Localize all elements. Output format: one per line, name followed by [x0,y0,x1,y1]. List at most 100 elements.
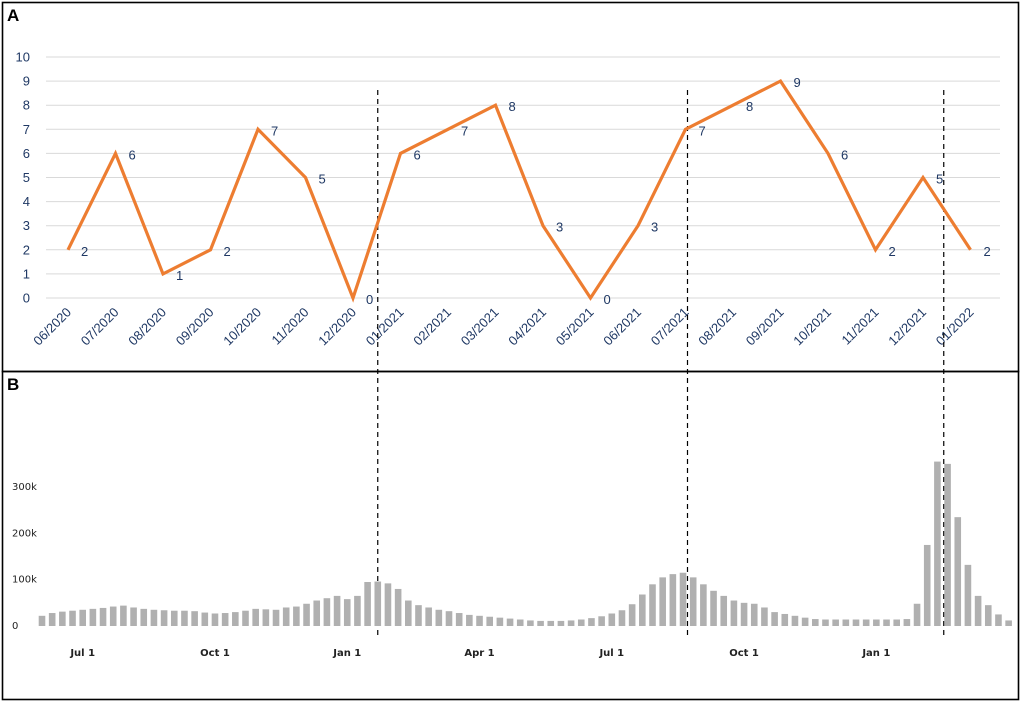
bar [598,616,605,626]
x-tick-label: 08/2020 [125,305,169,349]
x-tick-label: Oct 1 [200,648,230,659]
bar [740,602,748,626]
y-tick-label: 2 [23,242,30,257]
bar [303,603,310,626]
y-tick-label: 1 [23,266,30,281]
x-tick-label: 05/2021 [553,305,597,349]
x-tick-label: 04/2021 [505,305,549,349]
bar [211,613,219,626]
bar [466,614,473,626]
bar [486,616,493,626]
y-tick-label: 300k [12,482,37,493]
bar [750,603,758,626]
bar [109,606,117,626]
line-series [66,79,972,303]
y-tick-label: 6 [23,146,30,161]
bar [506,618,514,626]
bar [191,611,198,626]
bar [140,608,148,626]
bar [323,598,331,626]
bar [974,595,982,626]
data-label: 7 [461,123,468,138]
bar [669,574,677,626]
bar [649,584,656,626]
bar [252,608,259,626]
data-label: 8 [509,99,516,114]
x-tick-label: 02/2021 [410,305,454,349]
y-tick-label: 200k [12,528,37,539]
bar [659,577,666,626]
bar [577,619,585,626]
y-tick-labels-b: 0 100k 200k 300k [12,482,37,632]
bar [343,599,351,626]
bar [771,612,778,626]
data-label: 9 [794,75,801,90]
data-label: 2 [889,244,896,259]
bar [364,582,371,626]
bar [130,607,137,626]
y-tick-label: 0 [23,291,30,306]
bar [689,577,697,626]
bar [934,461,941,626]
data-label: 0 [366,292,373,307]
data-label: 7 [271,123,278,138]
bar [160,610,168,626]
data-label: 5 [936,172,943,187]
bar [293,606,300,626]
bar [48,613,56,626]
y-tick-label: 100k [12,575,37,586]
bar [822,619,829,626]
bar [384,583,392,626]
bar [150,609,158,626]
bar [679,572,687,626]
bar [761,607,768,626]
data-label: 0 [604,292,611,307]
x-tick-label: 06/2020 [30,305,74,349]
bar [913,603,921,626]
bar [333,595,341,626]
bar [79,609,86,626]
bar [201,612,209,626]
bar-chart-b: 0 100k 200k 300k Jul 1 Oct 1 Jan 1 Apr 1 Jul 1 O… [12,461,1012,659]
bar [537,620,544,626]
data-label: 5 [319,172,326,187]
bar [232,612,239,626]
x-tick-labels-b: Jul 1 Oct 1 Jan 1 Apr 1 Jul 1 Oct 1 Jan 1 [69,648,890,659]
bar [435,609,443,626]
bar [700,584,707,626]
bar [628,604,636,626]
data-label: 1 [176,268,183,283]
bar [354,595,361,626]
x-tick-label: 01/2021 [363,305,407,349]
bar [272,609,280,626]
series-line [66,79,972,303]
bar [445,611,453,626]
bar [69,610,76,626]
dashed-markers-a [377,90,945,636]
bar [415,605,422,626]
bar [405,600,412,626]
bar [170,610,178,626]
x-tick-label: 08/2021 [695,305,739,349]
bar [791,615,799,626]
bar [781,613,789,626]
bar [282,607,290,626]
bar [944,463,951,626]
bar [720,595,728,626]
y-tick-labels: 0 1 2 3 4 5 6 7 8 9 10 [16,50,30,306]
x-tick-label: Jul 1 [598,648,624,659]
bar [984,605,992,626]
bar [801,617,809,626]
x-tick-label: 12/2021 [885,305,929,349]
x-tick-label: 10/2020 [220,305,264,349]
panel-a-label: A [7,6,19,25]
bar [527,620,534,626]
data-label: 3 [651,220,658,235]
bar [313,600,321,626]
x-tick-label: Jul 1 [69,648,95,659]
bar [964,564,972,626]
x-tick-labels: 06/2020 07/2020 08/2020 09/2020 10/2020 11/20… [30,305,976,349]
bar [852,619,860,626]
data-label: 7 [699,123,706,138]
